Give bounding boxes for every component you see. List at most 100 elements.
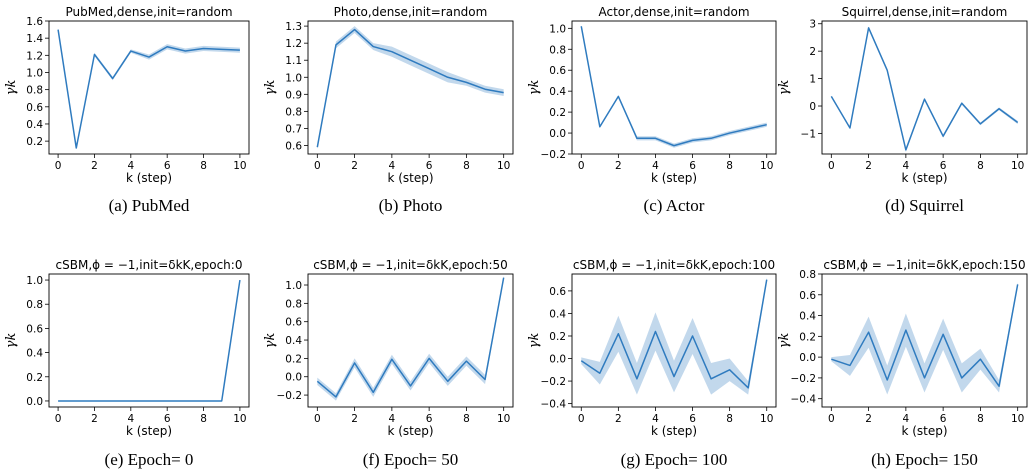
series-line: [316, 28, 504, 148]
x-tick-label: 0: [578, 160, 585, 172]
panel-4: 0 2 4 6 8 10 0.0 0.2 0.4 0.6 0.8 1.0 cSBM,ϕ = −1,ini…: [4, 258, 250, 469]
x-tick-label: 8: [200, 413, 207, 425]
y-tick-label: 0.0: [549, 128, 566, 140]
x-tick-label: 8: [463, 413, 470, 425]
x-tick-label: 2: [351, 413, 358, 425]
x-tick-label: 10: [760, 413, 773, 425]
y-axis-label: γk: [4, 333, 19, 349]
panel-caption: (d) Squirrel: [885, 196, 964, 215]
x-tick-label: 10: [1011, 413, 1024, 425]
y-tick-label: −0.2: [791, 373, 817, 385]
y-tick-label: 0.2: [26, 372, 43, 384]
y-tick-label: −1: [801, 128, 816, 140]
x-tick-label: 0: [55, 413, 62, 425]
y-tick-label: 0.6: [549, 286, 566, 298]
y-tick-label: 1.6: [26, 16, 43, 28]
series-line: [830, 27, 1019, 151]
y-tick-label: 0.6: [549, 65, 566, 77]
series-line: [580, 26, 767, 147]
y-tick-label: 1.0: [26, 275, 43, 287]
y-tick-label: −0.2: [277, 390, 303, 402]
y-tick-label: 0.8: [285, 106, 302, 118]
series-line: [57, 29, 240, 149]
panel-7: 0 2 4 6 8 10 −0.4 −0.2 0.0 0.2 0.4 0.6 0.8 cSBM,ϕ = −…: [777, 258, 1028, 469]
panel-title: cSBM,ϕ = −1,init=δkK,epoch:0: [56, 258, 243, 272]
y-axis-label: γk: [777, 80, 792, 96]
x-tick-label: 0: [828, 413, 835, 425]
x-tick-label: 2: [615, 413, 622, 425]
x-tick-label: 6: [689, 413, 696, 425]
x-tick-label: 4: [389, 160, 396, 172]
panel-caption: (c) Actor: [644, 196, 705, 215]
x-axis-label: k (step): [901, 171, 947, 185]
panel-caption: (e) Epoch= 0: [105, 450, 194, 469]
confidence-band: [581, 277, 767, 395]
x-tick-label: 4: [652, 413, 659, 425]
x-tick-label: 0: [828, 160, 835, 172]
y-tick-label: 3: [809, 19, 816, 31]
x-tick-label: 2: [865, 413, 872, 425]
panel-6: 0 2 4 6 8 10 −0.4 −0.2 0.0 0.2 0.4 0.6 cSBM,ϕ = −1,i…: [527, 258, 777, 469]
panel-caption: (h) Epoch= 150: [871, 450, 978, 469]
y-tick-label: 0.0: [285, 372, 302, 384]
y-axis-label: γk: [527, 80, 542, 96]
x-tick-label: 8: [463, 160, 470, 172]
panel-title: Photo,dense,init=random: [334, 5, 488, 19]
y-tick-label: 0.4: [26, 119, 43, 131]
panel-title: cSBM,ϕ = −1,init=δkK,epoch:100: [573, 258, 775, 272]
panel-caption: (a) PubMed: [109, 196, 190, 215]
axes-frame: [821, 20, 1028, 155]
y-tick-label: 0.9: [285, 89, 302, 101]
axes-frame: [571, 273, 777, 408]
x-tick-label: 4: [389, 413, 396, 425]
y-tick-label: 0.4: [549, 308, 566, 320]
confidence-band: [581, 25, 767, 148]
x-axis-label: k (step): [651, 424, 697, 438]
panel-1: 0 2 4 6 8 10 0.6 0.7 0.8 0.9 1.0 1.1 1.2 1.3 Photo,den…: [263, 5, 514, 215]
axes-frame: [571, 20, 777, 155]
confidence-band: [58, 28, 240, 149]
panel-3: 0 2 4 6 8 10 −1 0 1 2 3 Squirrel,dense,init=random k…: [777, 5, 1028, 215]
x-axis-label: k (step): [126, 171, 172, 185]
series-line: [580, 279, 768, 389]
panel-caption: (g) Epoch= 100: [621, 450, 728, 469]
y-tick-label: 0.6: [26, 102, 43, 114]
panel-title: cSBM,ϕ = −1,init=δkK,epoch:150: [823, 258, 1025, 272]
panel-caption: (f) Epoch= 50: [363, 450, 459, 469]
x-axis-label: k (step): [126, 424, 172, 438]
y-axis-label: γk: [4, 80, 19, 96]
x-tick-label: 4: [127, 160, 134, 172]
x-tick-label: 10: [233, 413, 246, 425]
y-tick-label: 0.2: [549, 331, 566, 343]
axes-frame: [48, 273, 250, 408]
panel-caption: (b) Photo: [379, 196, 443, 215]
y-tick-label: 0.6: [799, 290, 816, 302]
axes-frame: [48, 20, 250, 155]
x-tick-label: 4: [903, 413, 910, 425]
x-tick-label: 0: [314, 160, 321, 172]
panel-0: 0 2 4 6 8 10 0.2 0.4 0.6 0.8 1.0 1.2 1.4 1.6 PubMed,de…: [4, 5, 250, 215]
x-tick-label: 2: [91, 160, 98, 172]
x-tick-label: 6: [940, 160, 947, 172]
y-tick-label: 0.2: [285, 353, 302, 365]
y-tick-label: 0.0: [26, 396, 43, 408]
y-tick-label: 0.8: [799, 269, 816, 281]
x-tick-label: 4: [127, 413, 134, 425]
x-tick-label: 0: [314, 413, 321, 425]
y-tick-label: 0.0: [549, 354, 566, 366]
x-tick-label: 2: [615, 160, 622, 172]
y-tick-label: 0.6: [285, 140, 302, 152]
y-tick-label: 0.8: [26, 85, 43, 97]
x-tick-label: 6: [164, 413, 171, 425]
panel-5: 0 2 4 6 8 10 −0.2 0.0 0.2 0.4 0.6 0.8 1.0 cSBM,ϕ = −1…: [263, 258, 514, 469]
x-tick-label: 0: [578, 413, 585, 425]
x-tick-label: 6: [940, 413, 947, 425]
x-tick-label: 6: [689, 160, 696, 172]
y-tick-label: 0.8: [26, 299, 43, 311]
panel-2: 0 2 4 6 8 10 −0.2 0.0 0.2 0.4 0.6 0.8 1.0 Actor,dense…: [527, 5, 777, 215]
x-tick-label: 4: [652, 160, 659, 172]
x-tick-label: 4: [903, 160, 910, 172]
y-tick-label: 1.0: [285, 280, 302, 292]
y-tick-label: 1.0: [26, 67, 43, 79]
